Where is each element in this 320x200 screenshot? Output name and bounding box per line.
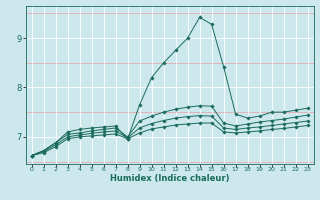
- X-axis label: Humidex (Indice chaleur): Humidex (Indice chaleur): [110, 174, 229, 183]
